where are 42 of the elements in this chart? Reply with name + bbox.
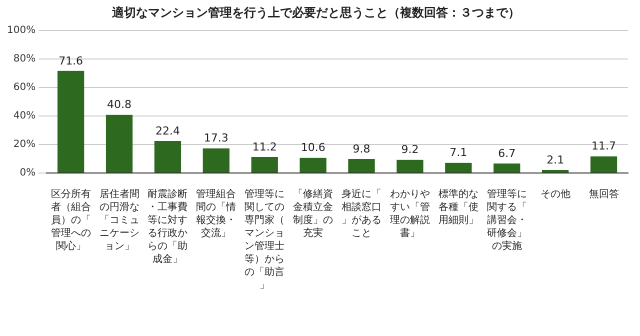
x-tick-label: わかりやすい「管理の解説書」 (388, 188, 431, 240)
bar (202, 148, 230, 172)
x-tick-label: 区分所有者（組合員）の「管理への関心」 (50, 188, 92, 253)
x-tick-label: 耐震診断・工事費等に対する行政からの「助成金」 (146, 188, 189, 266)
bar (494, 163, 520, 172)
y-tick-label: 20% (13, 139, 36, 150)
y-tick-label: 100% (6, 24, 36, 36)
data-label: 11.2 (252, 140, 277, 154)
data-label: 2.1 (546, 153, 564, 166)
bar (396, 160, 424, 172)
data-label: 7.1 (450, 146, 468, 160)
bar (106, 114, 133, 172)
x-tick-label: 管理等に関する「講習会・研修会」の実施 (486, 188, 528, 253)
bar (445, 162, 472, 172)
bar (348, 159, 375, 172)
data-label: 22.4 (155, 124, 180, 138)
y-tick-label: 0% (20, 168, 36, 179)
x-tick-label: 「修繕資金積立金制度」の充実 (292, 188, 334, 240)
y-tick-label: 40% (13, 110, 36, 122)
data-label: 9.8 (352, 142, 370, 156)
x-tick-label: 居住者間の円滑な「コミュニケーション」 (98, 188, 140, 253)
x-tick-label: 無回答 (588, 188, 620, 201)
data-label: 9.2 (401, 143, 419, 156)
bar (251, 157, 278, 172)
bar (300, 158, 326, 172)
x-tick-label: 管理等に関しての専門家（マンション管理士等）からの「助言」 (244, 188, 286, 292)
y-tick-label: 80% (13, 54, 36, 65)
y-tick-label: 60% (13, 82, 36, 94)
x-tick-label: 標準的な各種「使用細則」 (437, 188, 480, 227)
x-tick-label: その他 (539, 188, 572, 201)
data-label: 17.3 (204, 132, 228, 145)
x-tick-label: 管理組合間の「情報交換・交流」 (195, 188, 238, 240)
data-label: 71.6 (58, 54, 84, 68)
bar (154, 141, 182, 172)
data-label: 40.8 (107, 98, 132, 112)
chart-title: 適切なマンション管理を行う上で必要だと思うこと（複数回答：３つまで） (111, 5, 520, 20)
bar (57, 70, 84, 172)
data-label: 11.7 (592, 140, 616, 153)
x-tick-label: 身近に「相談窓口」があること (340, 188, 383, 240)
bar (590, 156, 618, 172)
data-label: 10.6 (300, 141, 326, 154)
data-label: 6.7 (498, 146, 516, 160)
